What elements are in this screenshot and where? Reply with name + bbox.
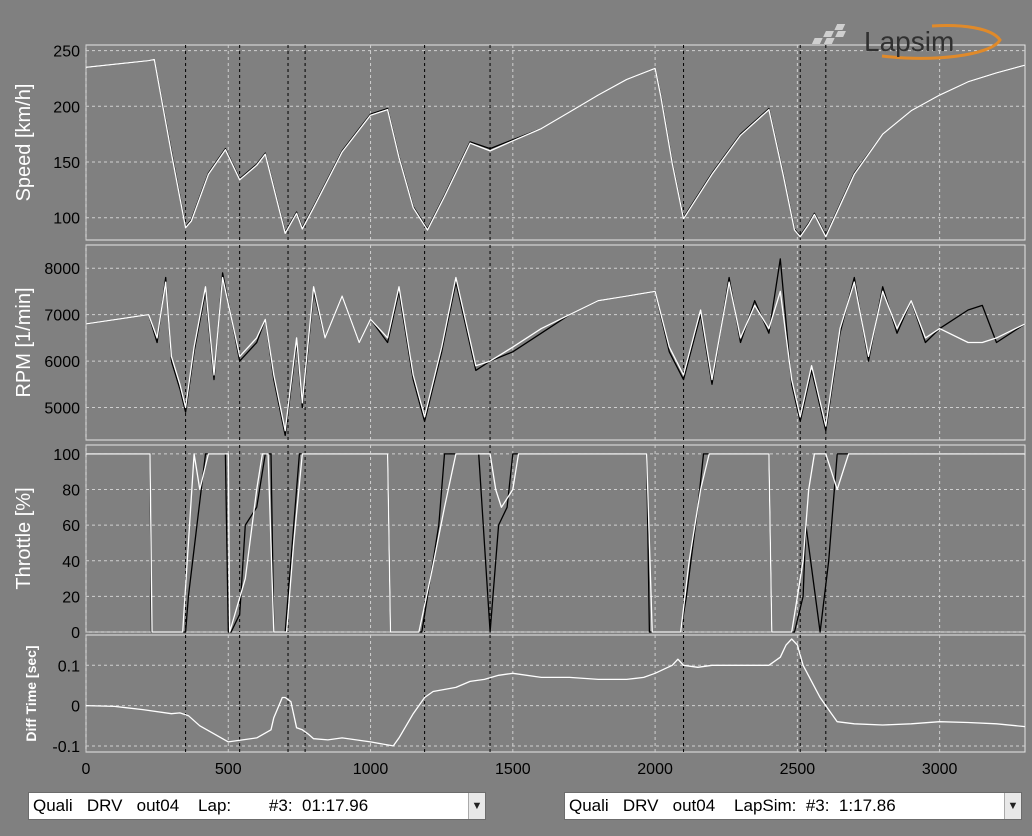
lapsim-select-dropdown[interactable]: Quali DRV out04 LapSim: #3: 1:17.86 ▼ (564, 792, 1022, 820)
x-tick-label: 500 (215, 761, 242, 778)
x-tick-label: 0 (82, 761, 91, 778)
y-axis-label: Throttle [%] (13, 487, 35, 589)
panel-1: 5000 6000 7000 8000 RPM [1/min] (13, 244, 1026, 441)
panel-2: 0 20 40 60 80 100 Throttle [%] (13, 444, 1026, 642)
y-tick-label: 200 (53, 99, 80, 116)
chevron-down-icon[interactable]: ▼ (468, 793, 485, 819)
y-axis-label: RPM [1/min] (13, 287, 35, 397)
y-tick-label: 250 (53, 44, 80, 61)
y-tick-label: 40 (62, 554, 80, 571)
y-tick-label: -0.1 (52, 739, 80, 756)
y-tick-label: 0.1 (58, 658, 80, 675)
panel-frame (85, 244, 1026, 441)
x-tick-label: 1000 (353, 761, 389, 778)
chevron-down-icon[interactable]: ▼ (1004, 793, 1021, 819)
y-tick-label: 100 (53, 447, 80, 464)
panel-frame (85, 634, 1026, 753)
panel-frame (85, 44, 1026, 241)
y-tick-label: 150 (53, 155, 80, 172)
y-tick-label: 5000 (44, 401, 80, 418)
series-line-1 (86, 453, 1025, 633)
y-tick-label: 80 (62, 483, 80, 500)
series-line-1 (85, 58, 1026, 238)
series-line-0 (85, 638, 1026, 747)
x-tick-label: 2500 (780, 761, 816, 778)
y-tick-label: 6000 (44, 354, 80, 371)
y-axis-label: Speed [km/h] (13, 84, 35, 202)
y-tick-label: 7000 (44, 308, 80, 325)
y-tick-label: 100 (53, 211, 80, 228)
lap-select-dropdown[interactable]: Quali DRV out04 Lap: #3: 01:17.96 ▼ (28, 792, 486, 820)
y-tick-label: 60 (62, 518, 80, 535)
x-tick-label: 3000 (922, 761, 958, 778)
lapsim-logo: Lapsim (812, 24, 1002, 60)
x-tick-label: 2000 (637, 761, 673, 778)
panel-3: -0.1 0 0.1 Diff Time [sec] (23, 634, 1026, 756)
y-tick-label: 0 (71, 625, 80, 642)
y-tick-label: 0 (71, 699, 80, 716)
y-tick-label: 20 (62, 589, 80, 606)
lap-select-value: Quali DRV out04 Lap: #3: 01:17.96 (33, 796, 369, 815)
x-tick-label: 1500 (495, 761, 531, 778)
y-tick-label: 8000 (44, 261, 80, 278)
y-axis-label: Diff Time [sec] (23, 645, 39, 741)
panel-0: 100 150 200 250 Speed [km/h] (13, 44, 1026, 241)
panel-frame (85, 444, 1026, 633)
lapsim-select-value: Quali DRV out04 LapSim: #3: 1:17.86 (569, 796, 896, 815)
series-line-1 (85, 276, 1026, 432)
logo-text: Lapsim (864, 26, 954, 57)
